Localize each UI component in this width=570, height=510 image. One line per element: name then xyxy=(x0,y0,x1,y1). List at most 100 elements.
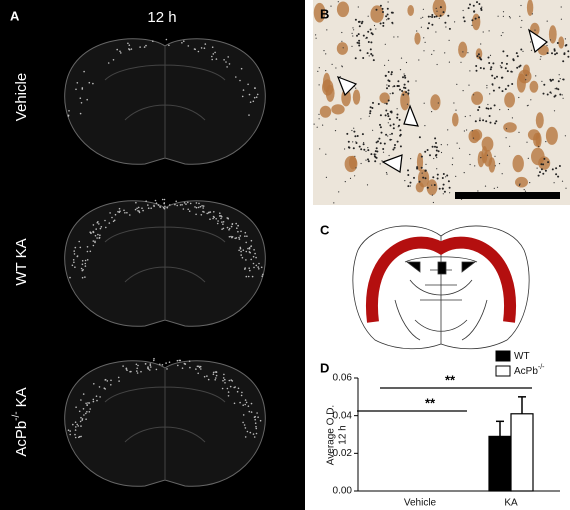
stained-cell xyxy=(529,80,539,93)
background-grain xyxy=(341,40,343,42)
speckle xyxy=(104,388,106,390)
speckle xyxy=(93,383,95,385)
silver-grain xyxy=(355,142,358,144)
background-grain xyxy=(499,65,501,67)
speckle xyxy=(153,357,155,360)
silver-grain xyxy=(382,11,384,13)
panel-label: C xyxy=(320,222,330,237)
background-grain xyxy=(462,9,464,12)
silver-grain xyxy=(403,86,405,89)
brain-sections xyxy=(64,38,266,487)
legend-name: WT xyxy=(514,351,530,362)
background-grain xyxy=(444,52,446,54)
background-grain xyxy=(331,63,333,65)
bar-chart: 0.00 0.02 0.04 0.06 Average O.D. 12 h Vehicle K… xyxy=(326,350,560,509)
silver-grain xyxy=(447,180,450,183)
speckle xyxy=(239,79,241,82)
background-grain xyxy=(509,145,511,147)
speckle xyxy=(76,423,78,426)
silver-grain xyxy=(370,53,373,55)
speckle xyxy=(92,398,95,401)
row-label-part: AcPb xyxy=(13,421,30,457)
background-grain xyxy=(325,70,327,72)
silver-grain xyxy=(416,166,419,169)
speckle xyxy=(195,202,198,204)
speckle xyxy=(92,240,95,242)
silver-grain xyxy=(393,85,396,88)
speckle xyxy=(226,66,228,68)
speckle xyxy=(241,391,243,394)
stained-cell xyxy=(400,90,410,111)
silver-grain xyxy=(391,132,393,135)
background-grain xyxy=(409,185,411,187)
speckle xyxy=(248,93,251,96)
silver-grain xyxy=(487,107,490,110)
silver-grain xyxy=(431,23,434,26)
silver-grain xyxy=(354,57,357,60)
legend-swatch xyxy=(495,365,511,377)
background-grain xyxy=(355,141,357,143)
background-grain xyxy=(373,24,376,27)
silver-grain xyxy=(516,55,519,58)
speckle xyxy=(90,232,92,235)
silver-grain xyxy=(366,52,369,55)
silver-grain xyxy=(407,92,410,95)
speckle xyxy=(150,207,152,209)
background-grain xyxy=(431,111,433,113)
speckle xyxy=(237,224,239,227)
stained-cell xyxy=(503,122,517,133)
background-grain xyxy=(341,31,343,34)
silver-grain xyxy=(377,140,379,143)
speckle xyxy=(166,368,168,370)
background-grain xyxy=(477,190,479,192)
silver-grain xyxy=(388,118,391,121)
silver-grain xyxy=(361,133,364,136)
silver-grain xyxy=(352,147,355,150)
speckle xyxy=(84,265,87,267)
silver-grain xyxy=(385,102,388,105)
background-grain xyxy=(487,103,489,106)
silver-grain xyxy=(357,33,360,36)
silver-grain xyxy=(488,62,491,64)
background-grain xyxy=(559,78,561,80)
speckle xyxy=(126,369,128,372)
y-tick-label: 0.04 xyxy=(333,410,353,421)
stained-cell xyxy=(452,112,459,127)
significance-label: ** xyxy=(425,395,436,410)
silver-grain xyxy=(396,85,399,87)
silver-grain xyxy=(490,66,493,69)
brain-structure xyxy=(104,46,226,158)
speckle xyxy=(165,362,167,364)
background-grain xyxy=(481,6,483,8)
silver-grain xyxy=(476,1,478,4)
silver-grain xyxy=(480,7,483,10)
silver-grain xyxy=(493,104,496,107)
speckle xyxy=(117,376,120,379)
speckle xyxy=(252,100,255,103)
silver-grain xyxy=(380,131,383,134)
speckle xyxy=(76,255,79,258)
background-grain xyxy=(389,93,391,95)
silver-grain xyxy=(407,89,410,92)
speckle xyxy=(230,235,232,238)
background-grain xyxy=(375,153,377,155)
background-grain xyxy=(353,127,355,129)
silver-grain xyxy=(391,92,394,95)
speckle xyxy=(77,425,79,427)
background-grain xyxy=(351,45,353,48)
background-grain xyxy=(549,80,552,82)
speckle xyxy=(86,246,89,248)
background-grain xyxy=(355,167,357,169)
speckle xyxy=(119,50,121,53)
background-grain xyxy=(494,165,496,167)
speckle xyxy=(78,240,80,243)
row-label: AcPb-/- KA xyxy=(11,387,30,456)
speckle xyxy=(86,98,88,101)
silver-grain xyxy=(399,134,402,137)
silver-grain xyxy=(432,176,435,179)
background-grain xyxy=(322,124,324,126)
silver-grain xyxy=(386,87,388,90)
speckle xyxy=(88,402,91,404)
background-grain xyxy=(352,35,354,37)
stained-cell xyxy=(522,64,530,77)
